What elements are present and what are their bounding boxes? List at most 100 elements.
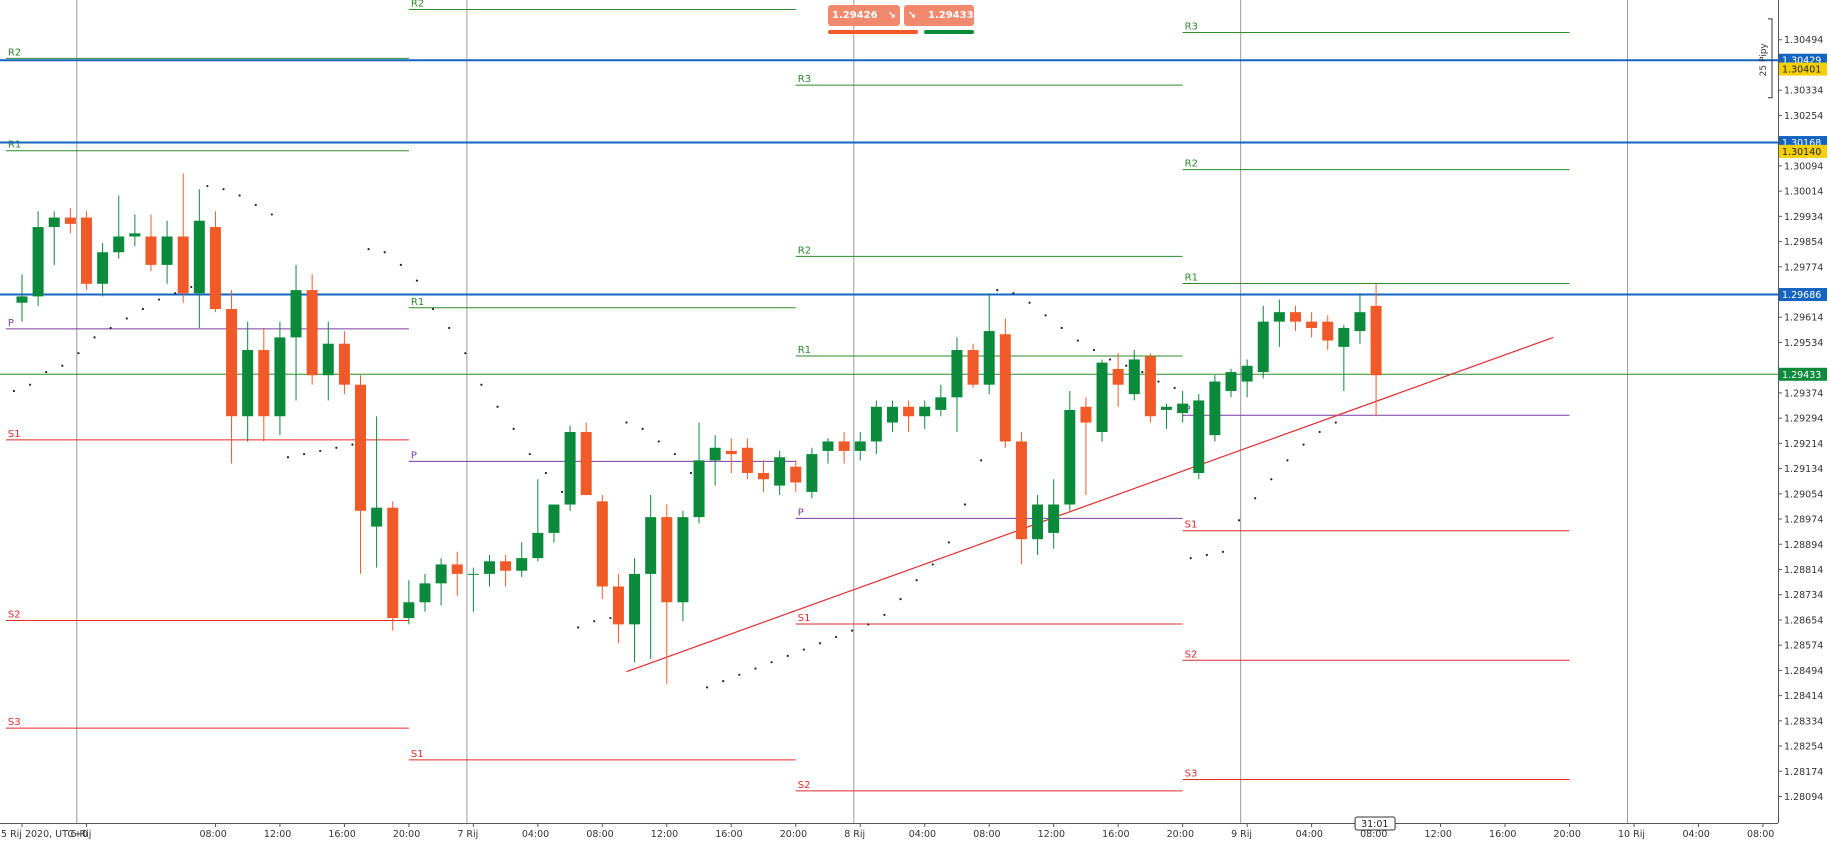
- candle-body: [758, 472, 770, 480]
- candle: [242, 321, 254, 442]
- sar-dot: [609, 616, 612, 620]
- sar-dot: [1028, 301, 1031, 304]
- sar-dot: [560, 490, 564, 494]
- sar-dot: [286, 456, 290, 459]
- candle-body: [967, 350, 979, 385]
- candle-body: [435, 564, 447, 584]
- candle-body: [806, 454, 818, 492]
- candle: [193, 189, 205, 328]
- price-tick-label: 1.29934: [1784, 212, 1823, 223]
- pivot-level-label: S1: [8, 429, 21, 440]
- candle-body: [97, 252, 109, 284]
- candle: [1096, 359, 1108, 442]
- candle-body: [709, 447, 721, 461]
- alert-price-tag-bg: [1779, 62, 1827, 76]
- sar-dot: [125, 317, 128, 320]
- time-tick-label: 16:00: [1489, 829, 1516, 840]
- price-tick-label: 1.29854: [1784, 237, 1823, 248]
- candle: [1354, 293, 1366, 344]
- sell-button[interactable]: 1.29426 ↘: [828, 5, 900, 26]
- pip-bracket-line: [1768, 18, 1773, 99]
- candle-body: [1273, 312, 1285, 322]
- candle: [629, 558, 641, 663]
- candle-body: [242, 350, 254, 417]
- price-tick-label: 1.28974: [1784, 515, 1823, 526]
- parabolic-sar: [12, 184, 1337, 689]
- current-price-tag-label: 1.29433: [1782, 370, 1821, 381]
- time-tick-label: 08:00: [1360, 829, 1387, 840]
- sar-dot: [61, 364, 64, 367]
- candle: [500, 554, 512, 587]
- price-tick-label: 1.28894: [1784, 540, 1823, 551]
- candle: [387, 501, 399, 631]
- candle: [1193, 394, 1205, 480]
- candle: [467, 567, 479, 612]
- sar-dot: [383, 251, 386, 254]
- candle: [1338, 324, 1350, 392]
- sar-dot: [689, 471, 693, 475]
- trendline-group: [626, 336, 1554, 673]
- sar-dot: [1237, 519, 1241, 522]
- candle: [371, 416, 383, 568]
- candle: [596, 495, 608, 600]
- candle-body: [145, 236, 157, 265]
- sar-dot: [625, 421, 628, 424]
- trade-panel: 1.29426 ↘ ↘ 1.29433: [828, 5, 974, 35]
- day-separators: [76, 0, 1629, 823]
- level-price-tag-label: 1.30168: [1782, 138, 1821, 149]
- candle-body: [500, 561, 512, 571]
- pivot-level-label: P: [8, 318, 14, 329]
- candle-body: [1322, 321, 1334, 341]
- candle: [129, 214, 141, 246]
- time-tick-label: 04:00: [522, 829, 549, 840]
- pivot-level-label: R3: [798, 74, 811, 85]
- sar-dot: [673, 452, 676, 456]
- candle: [209, 211, 221, 313]
- price-tick-label: 1.29294: [1784, 414, 1823, 425]
- time-tick-label: 20:00: [780, 829, 807, 840]
- pivot-level-label: S2: [8, 610, 21, 621]
- candle: [983, 293, 995, 395]
- candle-body: [935, 397, 947, 410]
- sar-dot: [45, 370, 48, 374]
- level-price-tag: 1.29686: [1779, 288, 1827, 302]
- time-tick-label: 08:00: [1747, 829, 1774, 840]
- sar-dot: [448, 326, 451, 330]
- sar-dot: [1173, 386, 1176, 389]
- sar-dot: [528, 452, 531, 456]
- pivot-level-label: S2: [798, 780, 811, 791]
- sar-dot: [399, 263, 402, 266]
- pip-bracket: 25 Pipy: [1759, 18, 1773, 99]
- pivot-level-label: S3: [8, 717, 21, 728]
- arrow-down-right-icon: ↘: [908, 10, 917, 21]
- candle: [741, 438, 753, 480]
- candle: [1112, 353, 1124, 407]
- sar-dot: [351, 443, 354, 446]
- candle-body: [1225, 372, 1237, 392]
- candle: [580, 422, 592, 496]
- price-tick-label: 1.29054: [1784, 489, 1823, 500]
- buy-button[interactable]: ↘ 1.29433: [904, 5, 974, 26]
- sar-dot: [464, 352, 467, 355]
- price-tick-label: 1.29534: [1784, 338, 1823, 349]
- candle-body: [1338, 327, 1350, 347]
- candle-body: [64, 217, 76, 224]
- current-price-tag-bg: [1779, 367, 1827, 381]
- price-tick-label: 1.29134: [1784, 464, 1823, 475]
- candle-body: [919, 406, 931, 417]
- candle: [919, 400, 931, 429]
- pivot-level-label: S1: [1185, 520, 1198, 531]
- candle: [1064, 391, 1076, 511]
- sar-dot: [770, 661, 773, 664]
- sar-dot: [415, 279, 419, 282]
- pivot-level-label: R2: [411, 0, 424, 9]
- arrow-down-right-icon: ↘: [887, 10, 896, 21]
- sar-dot: [577, 626, 580, 629]
- candle: [967, 343, 979, 388]
- sar-dot: [1125, 364, 1128, 367]
- sar-dot: [1254, 497, 1257, 500]
- timer-box: [1354, 816, 1396, 831]
- time-tick-label: 04:00: [1296, 829, 1323, 840]
